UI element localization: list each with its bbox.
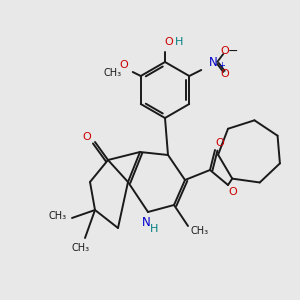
Text: CH₃: CH₃	[49, 211, 67, 221]
Text: H: H	[150, 224, 158, 234]
Text: H: H	[175, 37, 183, 47]
Text: N: N	[142, 215, 150, 229]
Text: O: O	[119, 60, 128, 70]
Text: N: N	[209, 56, 218, 68]
Text: −: −	[228, 44, 238, 58]
Text: O: O	[165, 37, 173, 47]
Text: O: O	[82, 132, 91, 142]
Text: O: O	[221, 46, 230, 56]
Text: O: O	[216, 138, 224, 148]
Text: CH₃: CH₃	[72, 243, 90, 253]
Text: CH₃: CH₃	[104, 68, 122, 78]
Text: O: O	[229, 187, 237, 197]
Text: CH₃: CH₃	[191, 226, 209, 236]
Text: +: +	[218, 61, 225, 70]
Text: O: O	[221, 69, 230, 79]
